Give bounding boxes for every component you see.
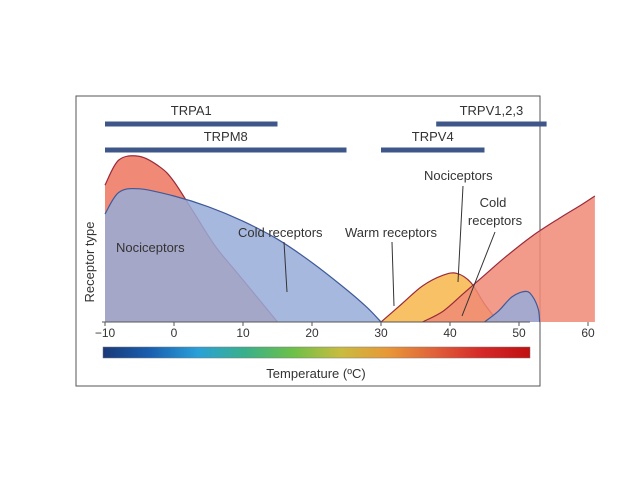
curve-area-cold-receptors-paradoxical: [484, 291, 540, 322]
channel-label-trpm8: TRPM8: [204, 129, 248, 144]
temperature-colorbar: [102, 346, 531, 359]
leader-warm-receptors: [391, 241, 395, 307]
curve-label-cold-receptors-paradoxical-line1: Cold: [480, 195, 507, 210]
channel-bar-trpv1-2-3: [436, 121, 547, 127]
curve-label-nociceptors-heat: Nociceptors: [424, 168, 493, 183]
x-axis-label: Temperature (ºC): [266, 366, 365, 381]
channel-label-trpv4: TRPV4: [412, 129, 454, 144]
channel-bar-trpm8: [105, 147, 347, 153]
curve-area-cold-receptors: [105, 188, 381, 322]
curve-area-nociceptors-heat: [422, 196, 595, 322]
x-tick-label: 20: [305, 326, 319, 340]
x-tick-label: 50: [512, 326, 526, 340]
curve-outline-cold-receptors-paradoxical: [484, 290, 541, 323]
channel-label-trpv1-2-3: TRPV1,2,3: [460, 103, 524, 118]
curve-label-warm-receptors: Warm receptors: [345, 225, 437, 240]
x-tick-label: 10: [236, 326, 250, 340]
x-tick-label: 30: [374, 326, 388, 340]
curve-label-cold-receptors-paradoxical-line2: receptors: [468, 213, 523, 228]
leader-cold-receptors-paradoxical: [461, 231, 496, 317]
x-tick-label: 0: [171, 326, 178, 340]
curve-label-cold-receptors: Cold receptors: [238, 225, 323, 240]
channel-label-trpa1: TRPA1: [171, 103, 212, 118]
curve-label-nociceptors-cold: Nociceptors: [116, 240, 185, 255]
x-tick-label: 60: [581, 326, 595, 340]
leader-cold-receptors: [283, 241, 288, 293]
channel-bar-trpa1: [105, 121, 278, 127]
curve-outline-nociceptors-heat: [422, 195, 596, 323]
channel-bar-trpv4: [381, 147, 485, 153]
x-tick-label: 40: [443, 326, 457, 340]
leader-nociceptors-heat: [457, 185, 464, 283]
y-axis-label: Receptor type: [82, 222, 97, 303]
x-tick-label: −10: [95, 326, 116, 340]
curve-outline-cold-receptors: [104, 187, 382, 323]
